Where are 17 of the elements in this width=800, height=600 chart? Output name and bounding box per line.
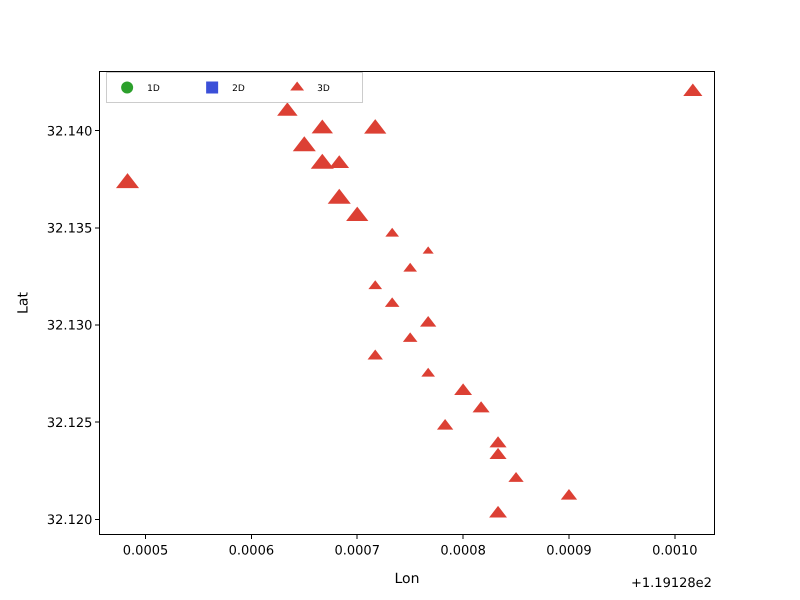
legend-label: 1D (147, 84, 160, 94)
x-tick-label: 0.0007 (334, 544, 380, 559)
legend-label: 3D (317, 84, 330, 94)
x-tick-label: 0.0008 (440, 544, 486, 559)
y-tick-label: 32.120 (46, 512, 92, 528)
y-tick-label: 32.130 (46, 318, 92, 334)
x-tick-label: 0.0005 (122, 544, 168, 559)
y-axis-title: Lat (16, 292, 32, 314)
x-tick-label: 0.0006 (228, 544, 274, 559)
y-tick-label: 32.140 (46, 124, 92, 140)
x-axis-title: Lon (394, 570, 420, 587)
x-tick-label: 0.0009 (546, 544, 592, 559)
legend-label: 2D (232, 84, 245, 94)
y-tick-label: 32.125 (46, 416, 92, 431)
y-tick-label: 32.135 (46, 221, 92, 236)
text: +1.19128e2 (631, 576, 712, 591)
x-tick-label: 0.0010 (652, 544, 698, 559)
